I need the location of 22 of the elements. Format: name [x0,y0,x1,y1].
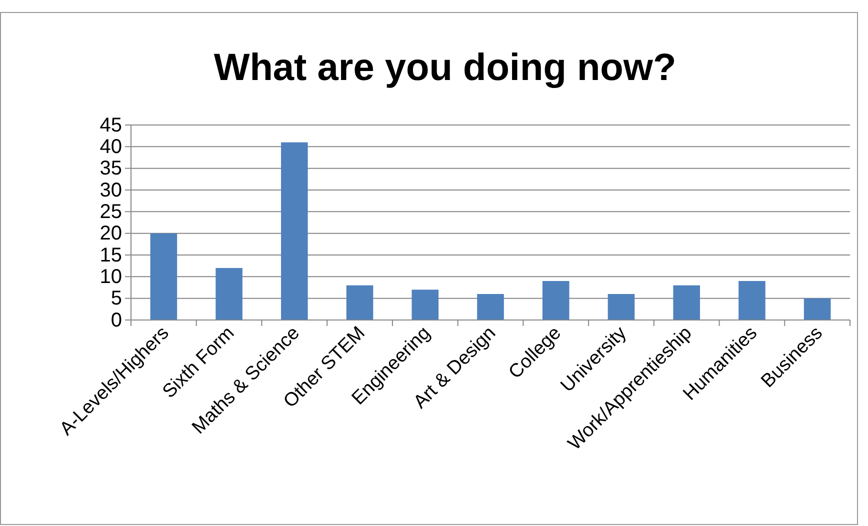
y-tick-label: 25 [100,201,122,224]
bar [542,281,570,320]
bar [804,298,831,320]
bar [216,268,242,320]
bar [346,285,374,320]
bar [738,281,766,320]
y-tick-label: 30 [100,179,122,202]
bar [412,290,439,320]
y-tick-label: 0 [110,309,122,332]
y-tick-label: 20 [100,222,122,245]
bar [608,294,635,320]
y-tick-label: 15 [100,244,122,266]
y-tick-label: 5 [110,288,122,310]
bar [281,142,308,320]
y-tick-label: 40 [100,136,122,158]
chart-title: What are you doing now? [214,47,676,89]
bar [673,285,700,320]
y-tick-label: 45 [100,114,122,136]
y-tick-label: 10 [100,266,122,288]
y-tick-label: 35 [100,158,122,180]
bar [477,294,504,320]
bar [150,233,178,320]
